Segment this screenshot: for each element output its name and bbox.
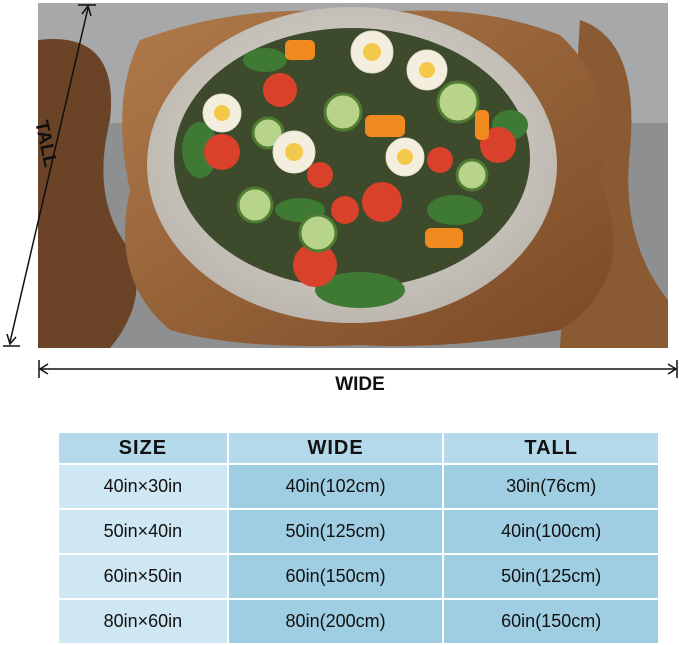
table-cell: 30in(76cm) [444, 465, 658, 508]
size-table: SIZE WIDE TALL 40in×30in 40in(102cm) 30in(76… [57, 431, 660, 645]
table-cell: 50in×40in [59, 510, 227, 553]
product-illustration: TALL WIDE [3, 3, 678, 395]
table-cell: 60in(150cm) [228, 555, 443, 598]
table-cell: 60in×50in [59, 555, 227, 598]
header-row: SIZE WIDE TALL [59, 433, 658, 463]
wide-label: WIDE [335, 374, 385, 395]
table-row: 50in×40in 50in(125cm) 40in(100cm) [59, 510, 658, 553]
table-cell: 50in(125cm) [228, 510, 443, 553]
wide-arrow [38, 360, 678, 378]
table-row: 60in×50in 60in(150cm) 50in(125cm) [59, 555, 658, 598]
header-cell: SIZE [59, 433, 227, 463]
table-cell: 40in(102cm) [228, 465, 443, 508]
photo [38, 3, 668, 348]
header-cell: TALL [444, 433, 658, 463]
table-cell: 60in(150cm) [444, 600, 658, 643]
table-row: 80in×60in 80in(200cm) 60in(150cm) [59, 600, 658, 643]
table-cell: 40in(100cm) [444, 510, 658, 553]
header-cell: WIDE [228, 433, 443, 463]
table-row: 40in×30in 40in(102cm) 30in(76cm) [59, 465, 658, 508]
table-cell: 80in×60in [59, 600, 227, 643]
table-cell: 40in×30in [59, 465, 227, 508]
table-cell: 80in(200cm) [228, 600, 443, 643]
table-cell: 50in(125cm) [444, 555, 658, 598]
tall-arrow [3, 4, 96, 347]
